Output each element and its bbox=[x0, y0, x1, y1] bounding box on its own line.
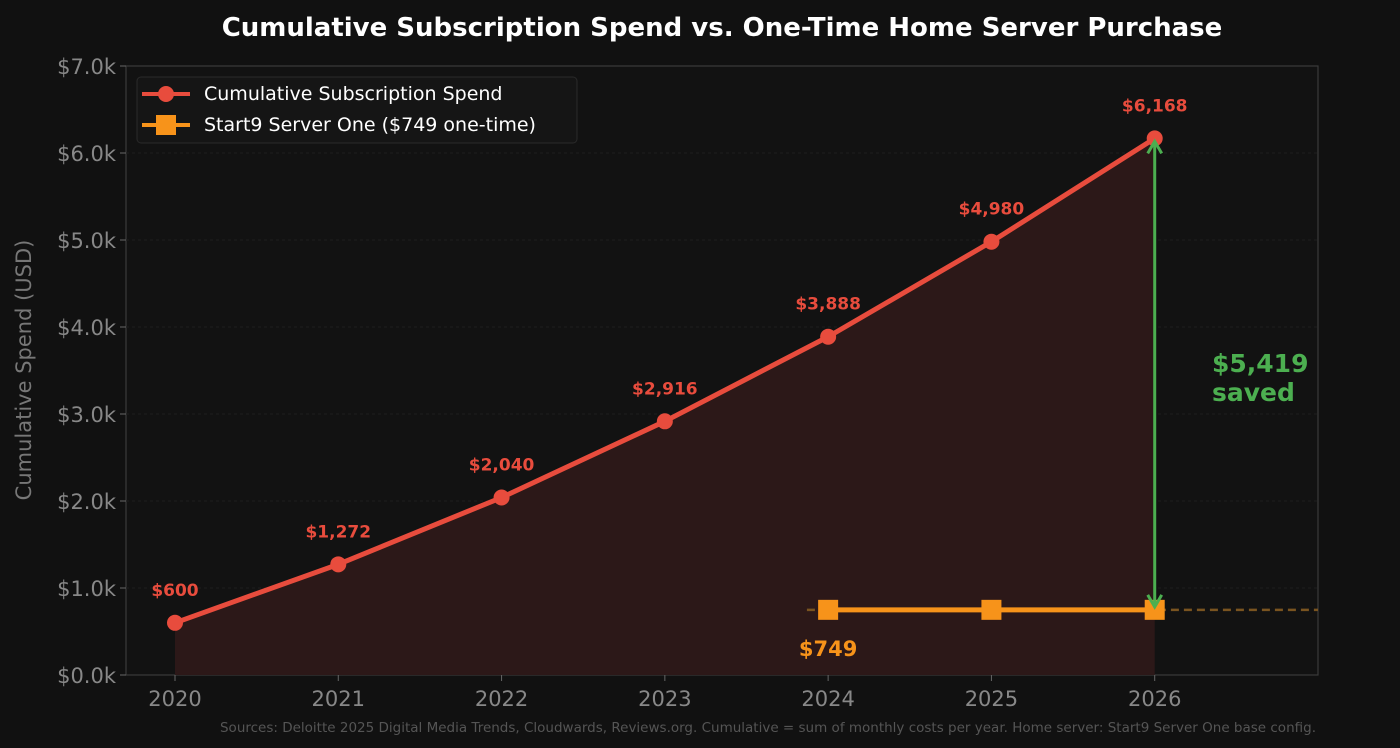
subscription-data-label: $4,980 bbox=[959, 200, 1025, 220]
legend-entry-subscription: Cumulative Subscription Spend bbox=[204, 83, 503, 105]
subscription-data-label: $600 bbox=[151, 581, 198, 601]
arrow-up-icon bbox=[1146, 138, 1164, 155]
subscription-data-label: $3,888 bbox=[795, 295, 861, 315]
subscription-point bbox=[1146, 130, 1163, 147]
legend: Cumulative Subscription Spend Start9 Ser… bbox=[136, 76, 578, 144]
y-tick-label: $4.0k bbox=[57, 316, 117, 340]
chart-title: Cumulative Subscription Spend vs. One-Ti… bbox=[222, 13, 1223, 43]
x-tick-label: 2026 bbox=[1128, 687, 1181, 711]
x-tick-label: 2024 bbox=[801, 687, 854, 711]
savings-annotation-amount: $5,419 bbox=[1212, 349, 1308, 378]
subscription-data-label: $2,040 bbox=[469, 456, 535, 476]
subscription-area-fill bbox=[174, 138, 1155, 675]
subscription-data-label: $1,272 bbox=[305, 522, 371, 542]
server-point bbox=[1144, 599, 1165, 620]
savings-annotation-label: saved bbox=[1212, 378, 1295, 407]
legend-circle-marker bbox=[158, 86, 174, 102]
subscription-point bbox=[330, 556, 347, 573]
source-note: Sources: Deloitte 2025 Digital Media Tre… bbox=[220, 720, 1316, 736]
y-tick-label: $1.0k bbox=[57, 577, 117, 601]
x-tick-label: 2020 bbox=[148, 687, 201, 711]
server-point bbox=[818, 599, 839, 620]
subscription-point bbox=[983, 233, 1000, 250]
subscription-point bbox=[166, 614, 183, 631]
y-tick-label: $6.0k bbox=[57, 142, 117, 166]
y-tick-label: $3.0k bbox=[57, 403, 117, 427]
subscription-point bbox=[656, 413, 673, 430]
y-tick-label: $7.0k bbox=[57, 55, 117, 79]
y-tick-label: $0.0k bbox=[57, 664, 117, 688]
x-tick-label: 2023 bbox=[638, 687, 691, 711]
legend-square-marker bbox=[156, 115, 176, 135]
y-tick-label: $2.0k bbox=[57, 490, 117, 514]
y-tick-label: $5.0k bbox=[57, 229, 117, 253]
x-tick-label: 2021 bbox=[312, 687, 365, 711]
server-point bbox=[981, 599, 1002, 620]
arrow-down-icon bbox=[1146, 594, 1164, 610]
server-data-label: $749 bbox=[799, 637, 857, 661]
subscription-data-label: $2,916 bbox=[632, 379, 698, 399]
x-tick-label: 2022 bbox=[475, 687, 528, 711]
legend-entry-server: Start9 Server One ($749 one-time) bbox=[204, 114, 536, 136]
y-axis-label: Cumulative Spend (USD) bbox=[12, 240, 36, 501]
subscription-point bbox=[820, 328, 837, 345]
subscription-point bbox=[493, 489, 510, 506]
subscription-data-label: $6,168 bbox=[1122, 96, 1188, 116]
x-tick-label: 2025 bbox=[965, 687, 1018, 711]
